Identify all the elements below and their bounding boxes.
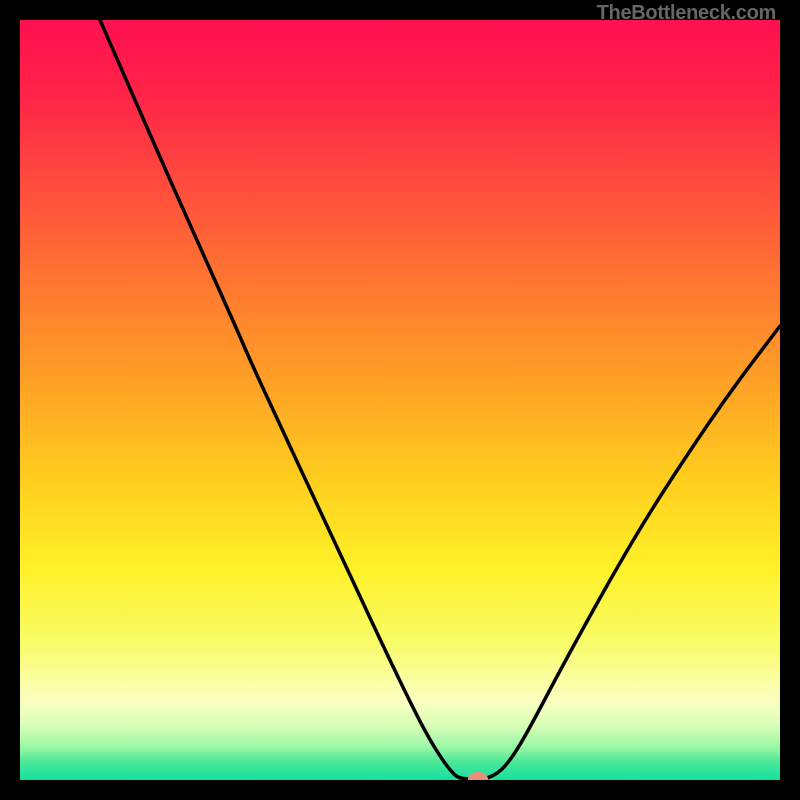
- chart-frame: TheBottleneck.com: [0, 0, 800, 800]
- plot-area: [20, 20, 780, 780]
- plot-svg: [20, 20, 780, 780]
- gradient-background: [20, 20, 780, 780]
- watermark-text: TheBottleneck.com: [597, 2, 776, 25]
